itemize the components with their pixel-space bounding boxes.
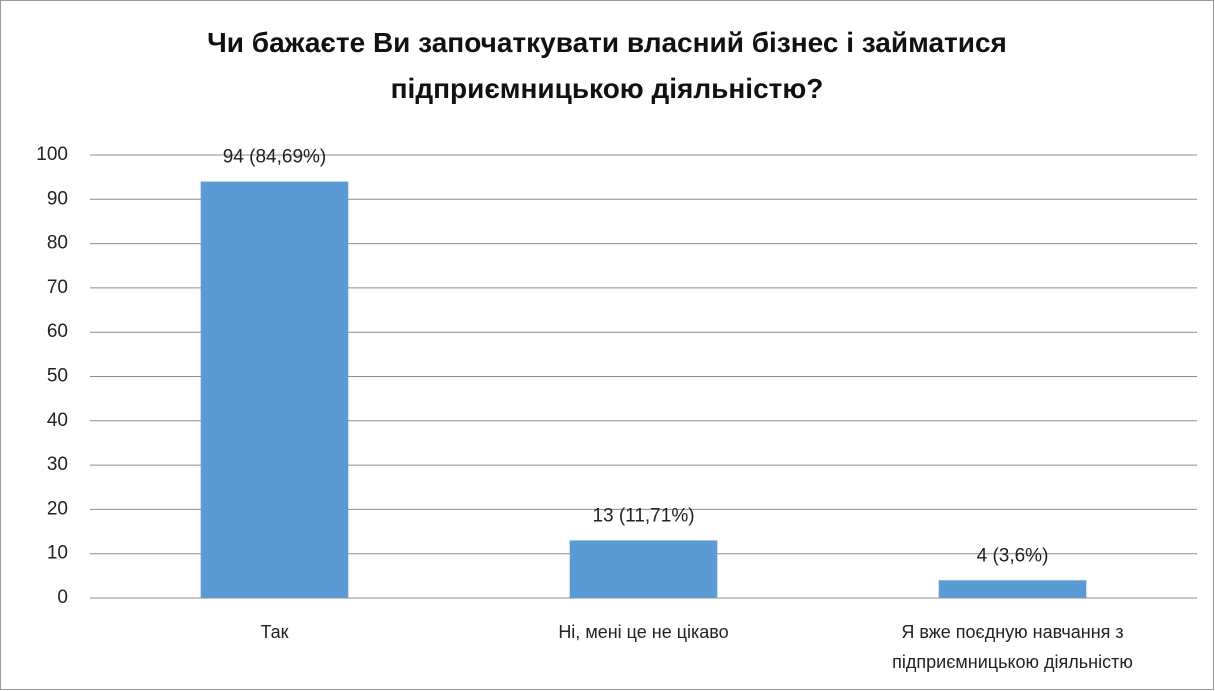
bar xyxy=(938,580,1087,598)
x-tick-label: Так xyxy=(260,622,289,642)
y-tick-label: 80 xyxy=(47,233,68,254)
y-tick-label: 60 xyxy=(47,321,68,342)
y-tick-label: 10 xyxy=(47,543,68,564)
y-tick-label: 50 xyxy=(47,366,68,387)
y-tick-label: 100 xyxy=(36,144,68,165)
y-tick-label: 0 xyxy=(57,587,68,608)
bar xyxy=(200,181,349,598)
y-tick-label: 70 xyxy=(47,277,68,298)
x-tick-label: Ні, мені це не цікаво xyxy=(558,622,729,642)
y-tick-label: 20 xyxy=(47,498,68,519)
data-label: 94 (84,69%) xyxy=(223,147,327,168)
y-tick-label: 30 xyxy=(47,454,68,475)
x-tick-label: Я вже поєдную навчання з підприємницькою… xyxy=(892,622,1133,672)
data-label: 4 (3,6%) xyxy=(977,545,1049,566)
y-tick-label: 90 xyxy=(47,188,68,209)
chart-title: Чи бажаєте Ви започаткувати власний бізн… xyxy=(207,27,1007,104)
y-tick-label: 40 xyxy=(47,410,68,431)
data-label: 13 (11,71%) xyxy=(592,505,694,526)
bar xyxy=(569,540,718,598)
